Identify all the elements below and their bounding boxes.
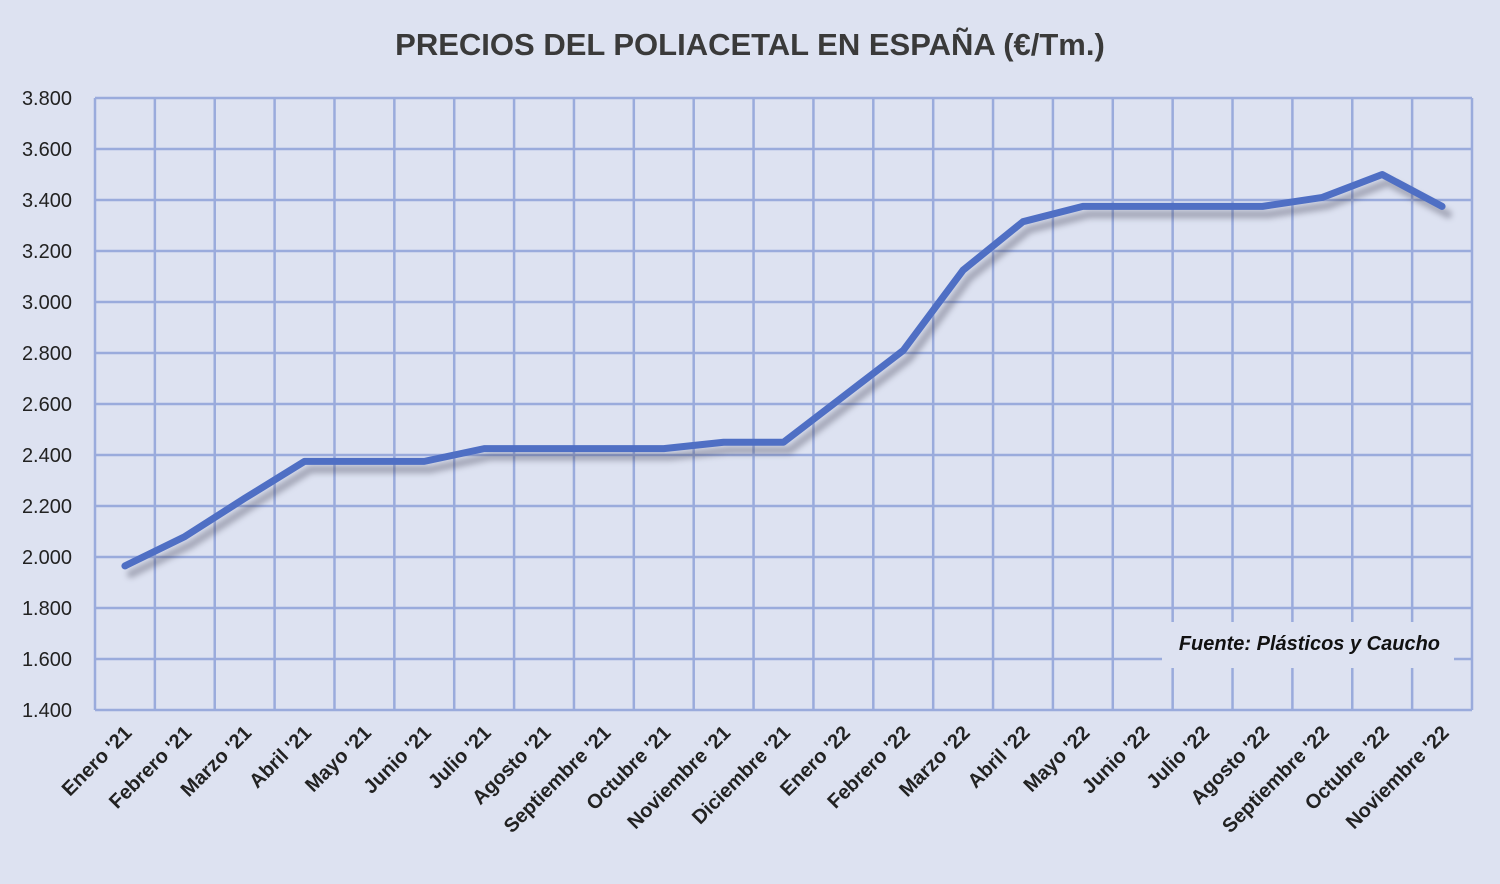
series (121, 171, 1453, 578)
y-tick-label: 2.400 (22, 445, 72, 467)
y-tick-label: 1.600 (22, 649, 72, 671)
y-tick-label: 3.400 (22, 190, 72, 212)
chart-title: PRECIOS DEL POLIACETAL EN ESPAÑA (€/Tm.) (395, 27, 1105, 62)
x-tick-label: Septiembre '21 (500, 722, 616, 838)
source-annotation: Fuente: Plásticos y Caucho (1179, 633, 1440, 655)
x-tick-label: Septiembre '22 (1218, 722, 1334, 838)
y-tick-label: 2.800 (22, 343, 72, 365)
x-tick-label: Noviembre '22 (1342, 722, 1454, 834)
grid (93, 96, 1474, 712)
y-tick-label: 1.400 (22, 700, 72, 722)
y-tick-label: 2.000 (22, 547, 72, 569)
y-axis: 1.400 1.600 1.800 2.000 2.200 2.400 2.600 2.800… (22, 88, 72, 722)
series-shadow (126, 178, 1453, 578)
y-tick-label: 1.800 (22, 598, 72, 620)
source-box (1162, 622, 1454, 668)
y-tick-label: 3.200 (22, 241, 72, 263)
y-tick-label: 3.000 (22, 292, 72, 314)
y-tick-label: 3.600 (22, 139, 72, 161)
y-tick-label: 3.800 (22, 88, 72, 110)
y-tick-label: 2.200 (22, 496, 72, 518)
y-tick-label: 2.600 (22, 394, 72, 416)
x-tick-label: Noviembre '21 (623, 722, 735, 834)
